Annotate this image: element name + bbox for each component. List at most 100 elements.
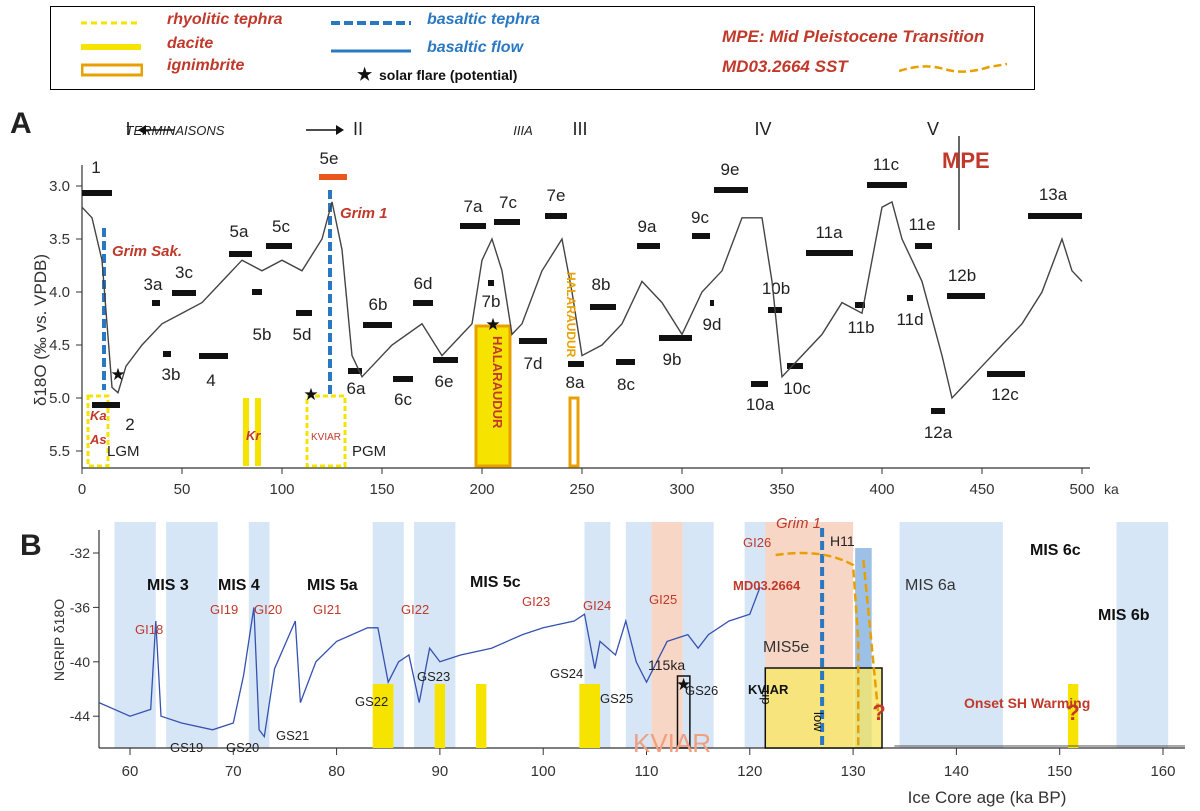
chart-label: MIS5e: [763, 639, 809, 656]
mis-bar: [82, 190, 112, 196]
kviar-box: [764, 667, 883, 749]
mis-bar: [252, 289, 262, 295]
tick-label-a-x: 500: [1069, 481, 1094, 498]
mis-label: 11e: [908, 215, 935, 234]
tick-label-b-x: 80: [328, 763, 345, 780]
chart-label: GI19: [210, 602, 238, 617]
tick-label-a-y: 4.5: [49, 337, 70, 354]
chart-label: GS25: [600, 691, 633, 706]
tick-label-a-y: 4.0: [49, 284, 70, 301]
annot-lgm: LGM: [107, 443, 140, 460]
box-halaraudur: [474, 324, 512, 468]
bar-kr-1: [243, 398, 249, 466]
mis-bar: [363, 322, 392, 328]
chart-label: KVIAR: [633, 728, 711, 758]
mis-bar: [460, 223, 486, 229]
mis-label: 12c: [991, 385, 1019, 404]
xlabel-b: Ice Core age (ka BP): [908, 788, 1067, 807]
tick-label-a-x: 300: [669, 481, 694, 498]
mis-label: 9e: [721, 160, 740, 179]
annot-halaraudur: HALARAUDUR: [564, 272, 578, 358]
arrow-right-head: [336, 125, 344, 135]
label-up: up: [759, 690, 774, 704]
annot-mpe: MPE: [942, 148, 990, 173]
volcanic-bar: [434, 684, 446, 748]
annot-halaraudur-box: HALARAUDUR: [490, 336, 505, 429]
mis-label: 7d: [524, 354, 543, 373]
mis-label: 7b: [482, 292, 501, 311]
star-icon: ★: [676, 675, 691, 694]
chart-label: GS23: [417, 669, 450, 684]
mis-bar: [1028, 213, 1082, 219]
panel-a-letter: A: [10, 107, 32, 140]
stadial-band: [899, 522, 1003, 748]
mis-label: 3c: [175, 263, 193, 282]
stadial-band: [248, 522, 270, 748]
tick-label-b-y: -40: [70, 654, 90, 670]
chart-label: GS21: [276, 728, 309, 743]
mis-bar: [915, 243, 932, 249]
sst-swatch: [899, 62, 1008, 73]
chart-label: MIS 5c: [470, 574, 521, 591]
mis-label: 5c: [272, 217, 290, 236]
mis-label: 10c: [783, 379, 811, 398]
volcanic-bar: [1067, 684, 1079, 748]
legend-ignimbrite: ignimbrite: [167, 57, 245, 74]
tick-label-b-x: 140: [944, 763, 969, 780]
mis-bar: [590, 304, 616, 310]
panel-b-letter: B: [20, 529, 42, 562]
annot-kviar: KVIAR: [311, 432, 341, 443]
mis-bar: [692, 233, 710, 239]
mis-label: 9c: [691, 208, 709, 227]
mis-bar: [947, 293, 985, 299]
termination-label: V: [927, 119, 939, 139]
legend-mpe: MPE: Mid Pleistocene Transition: [722, 27, 985, 46]
mis-bar: [296, 310, 312, 316]
legend-dacite: dacite: [167, 35, 214, 52]
tick-label-a-x: 100: [269, 481, 294, 498]
chart-label: GI26: [743, 535, 771, 550]
mis-label: 7e: [547, 186, 566, 205]
chart-label: Grim 1: [776, 515, 821, 532]
tick-label-b-x: 160: [1150, 763, 1175, 780]
unit-a-x: ka: [1104, 481, 1119, 497]
mis-bar: [319, 174, 347, 180]
stadial-band: [1116, 522, 1169, 748]
chart-label: Onset SH Warming: [964, 695, 1090, 711]
mis-bar: [987, 371, 1025, 377]
chart-label: GS20: [226, 740, 259, 755]
mis-bar: [494, 219, 520, 225]
chart-label: GI22: [401, 602, 429, 617]
annot-grim-sak: Grim Sak.: [112, 243, 182, 260]
ylabel-b: NGRIP δ18O: [51, 599, 67, 681]
label-low: low: [811, 712, 826, 732]
legend-rhyolitic: rhyolitic tephra: [167, 11, 283, 28]
volcanic-bar: [476, 684, 487, 748]
mis-label: 1: [91, 158, 100, 177]
chart-label: MIS 6c: [1030, 542, 1081, 559]
mis-bar: [659, 335, 692, 341]
legend-solar-flare: solar flare (potential): [379, 67, 518, 83]
mis-bar: [931, 408, 945, 414]
mis-label: 5d: [293, 325, 312, 344]
chart-label: GS22: [355, 694, 388, 709]
tick-label-a-y: 3.0: [49, 178, 70, 195]
mis-bar: [714, 187, 748, 193]
mis-label: 6a: [347, 379, 366, 398]
mis-bar: [637, 243, 660, 249]
tick-label-a-y: 3.5: [49, 231, 70, 248]
mis-bar: [751, 381, 768, 387]
chart-label: GS24: [550, 666, 583, 681]
mis-label: 4: [206, 371, 215, 390]
mis-label: 11d: [896, 310, 923, 329]
mis-label: 8c: [617, 375, 635, 394]
basaltic-tephra-swatch: [331, 21, 411, 25]
tick-label-b-x: 150: [1047, 763, 1072, 780]
mis-label: 9b: [663, 350, 682, 369]
mis-bar: [855, 302, 865, 308]
legend-basaltic-tephra: basaltic tephra: [427, 11, 540, 28]
mis-label: 6c: [394, 390, 412, 409]
legend-basaltic-flow: basaltic flow: [427, 39, 524, 56]
box-kviar: [305, 394, 347, 468]
